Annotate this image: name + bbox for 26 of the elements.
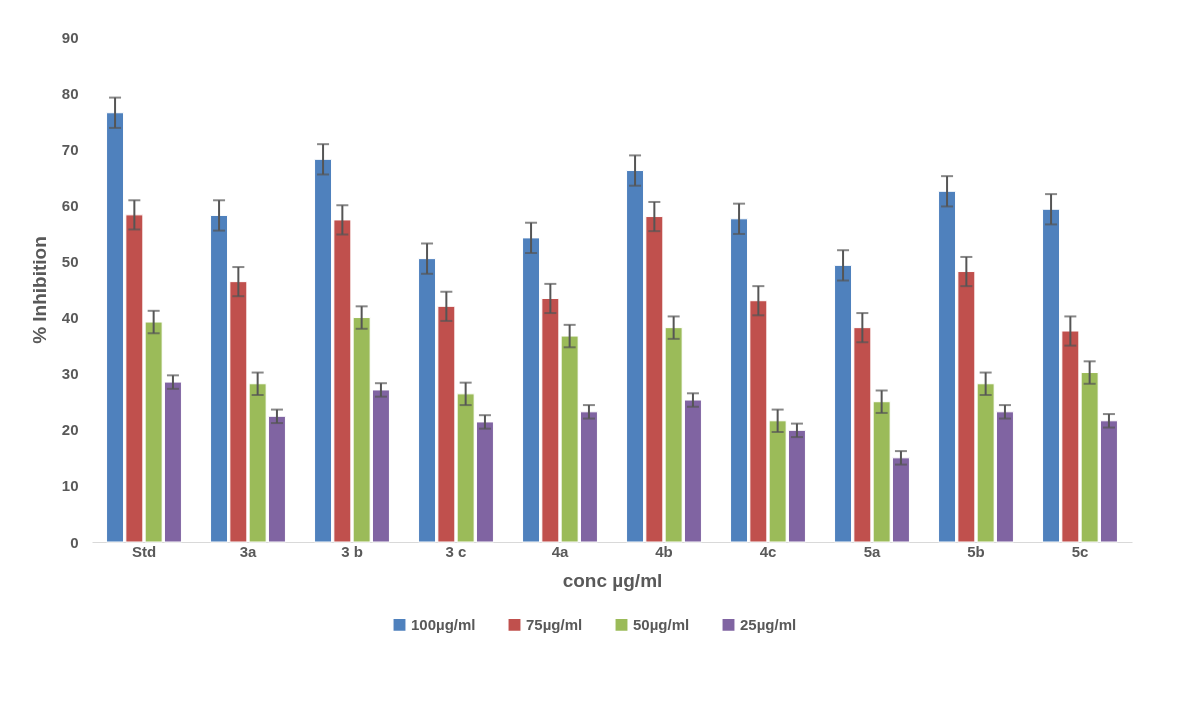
y-tick-label: 30: [61, 365, 79, 383]
y-tick-label: 60: [61, 196, 79, 214]
x-tick-label: 5b: [967, 542, 985, 560]
y-tick-label: 0: [70, 533, 79, 551]
x-tick-label: 5c: [1071, 542, 1089, 560]
y-axis-title: % Inhibition: [28, 236, 50, 344]
x-tick-label: 4b: [655, 542, 673, 560]
y-tick-label: 20: [61, 421, 79, 439]
x-tick-label: 4a: [551, 542, 569, 560]
x-tick-label: 3 b: [341, 542, 363, 560]
legend-label: 25µg/ml: [740, 615, 797, 633]
legend-label: 100µg/ml: [411, 615, 476, 633]
y-tick-label: 50: [61, 252, 79, 270]
y-tick-label: 10: [61, 477, 79, 495]
legend-label: 75µg/ml: [526, 615, 583, 633]
x-tick-label: 3 c: [445, 542, 467, 560]
x-tick-label: 3a: [239, 542, 257, 560]
y-tick-label: 80: [61, 84, 79, 102]
x-axis-title: conc µg/ml: [562, 569, 663, 591]
y-tick-label: 90: [61, 28, 79, 46]
y-tick-label: 40: [61, 309, 79, 327]
x-tick-label: Std: [131, 542, 157, 560]
x-tick-label: 5a: [863, 542, 881, 560]
legend-label: 50µg/ml: [633, 615, 690, 633]
y-tick-label: 70: [61, 140, 79, 158]
x-tick-label: 4c: [759, 542, 777, 560]
